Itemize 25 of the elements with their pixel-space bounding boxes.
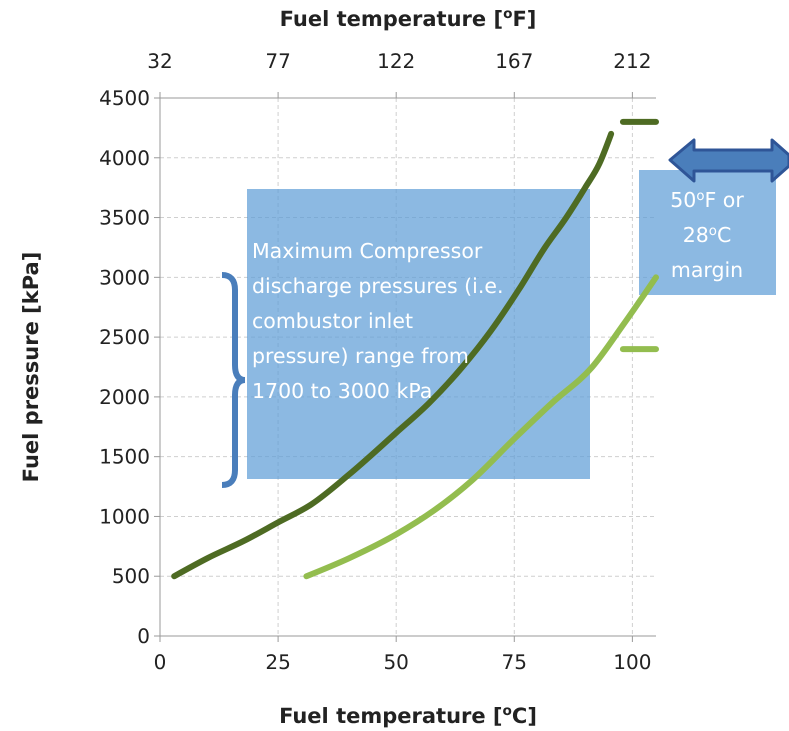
y-tick-label: 2000 xyxy=(99,384,150,409)
y-tick-label: 2500 xyxy=(99,325,150,350)
x2-tick-label: 77 xyxy=(265,49,291,73)
x-tick-label: 50 xyxy=(383,650,409,674)
y-tick-label: 3000 xyxy=(99,265,150,290)
x2-tick-label: 122 xyxy=(377,49,416,73)
x2-tick-label: 167 xyxy=(495,49,534,73)
x2-axis-title: Fuel temperature [$^{o}$F] xyxy=(280,6,536,31)
x-tick-label: 0 xyxy=(154,650,166,674)
x-axis-title: Fuel temperature [$^{o}$C] xyxy=(279,703,537,728)
y-tick-label: 500 xyxy=(112,564,150,588)
x-tick-label: 75 xyxy=(502,650,528,674)
x2-tick-label: 32 xyxy=(147,49,173,73)
x2-tick-label: 212 xyxy=(613,49,652,73)
y-axis-title: Fuel pressure [kPa] xyxy=(19,252,43,482)
y-tick-label: 0 xyxy=(137,624,150,648)
y-tick-label: 3500 xyxy=(99,206,150,230)
x-tick-label: 100 xyxy=(613,650,652,674)
x-tick-label: 25 xyxy=(265,650,291,674)
y-tick-label: 1000 xyxy=(99,504,150,528)
y-tick-label: 4000 xyxy=(99,146,150,170)
y-tick-label: 4500 xyxy=(99,86,150,110)
annotation: Maximum Compressor discharge pressures (i.e. combustor inlet pressure) range from 1700 to 3000 kPa xyxy=(252,239,504,403)
text: 50$^{o}$F or 28$^{o}$C margin xyxy=(670,188,744,282)
y-tick-label: 1500 xyxy=(99,444,150,469)
